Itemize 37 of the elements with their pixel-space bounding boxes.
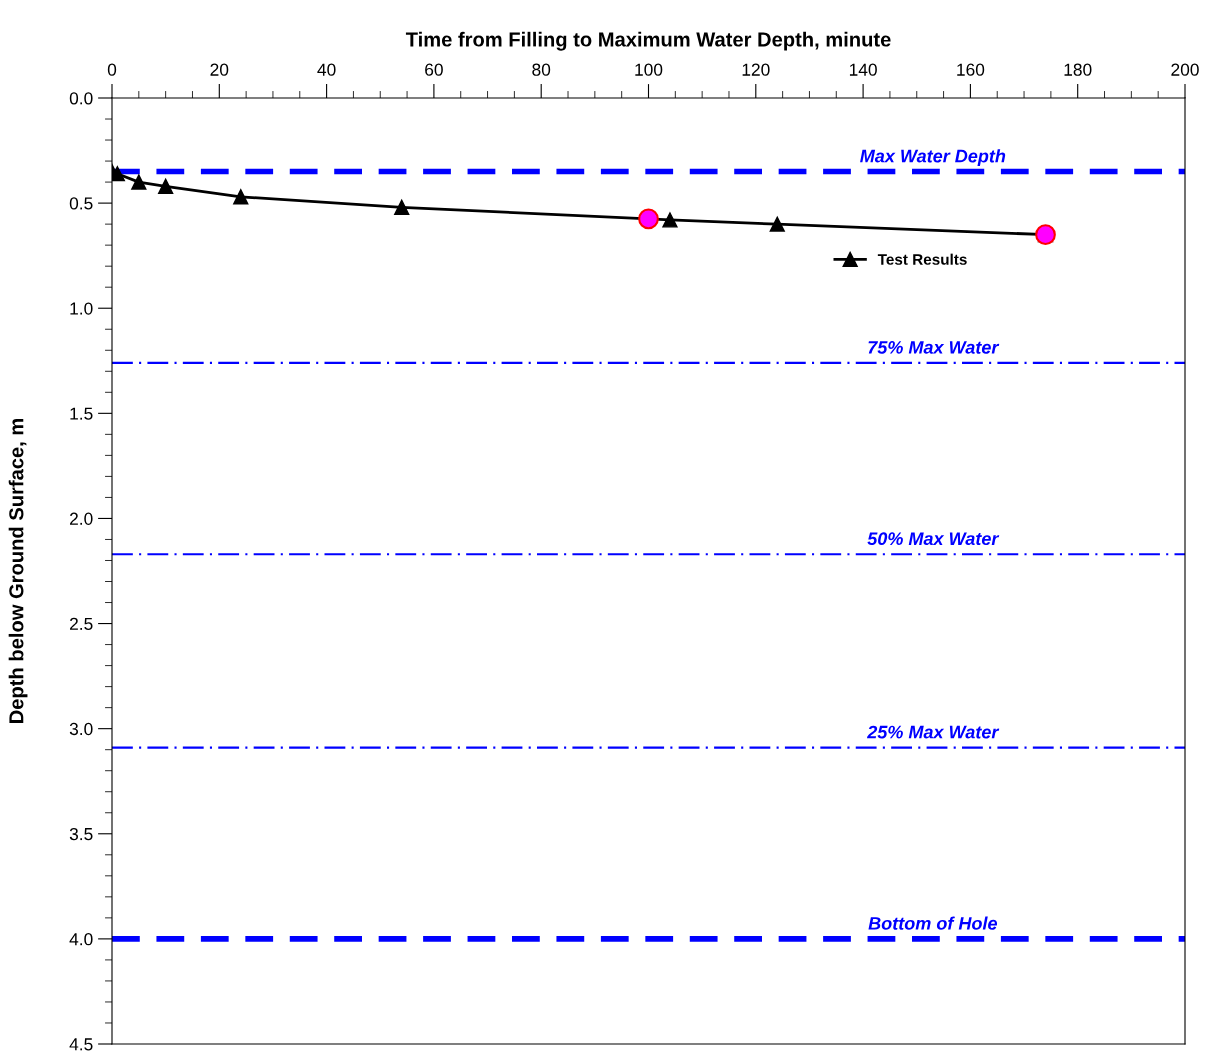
y-tick-label: 0.0 [69, 92, 93, 105]
y-tick-label: 2.0 [69, 512, 93, 525]
y-tick-label: 4.0 [69, 933, 93, 946]
ref-line-label: Bottom of Hole [868, 916, 998, 930]
x-tick-label: 20 [210, 63, 229, 76]
x-tick-label: 100 [635, 63, 663, 76]
point [158, 178, 174, 194]
y-tick-label: 1.5 [70, 407, 93, 420]
ref-line-label: Max Water Depth [860, 149, 1006, 167]
point [131, 174, 147, 190]
x-tick-label: 180 [1064, 63, 1092, 76]
y-tick-label: 2.5 [69, 617, 93, 631]
y-axis-title: Depth below Ground Surface, m [8, 418, 28, 723]
y-tick-label: 1.0 [70, 302, 93, 315]
x-tick-label: 140 [849, 63, 877, 76]
y-tick-label: 4.5 [69, 1038, 93, 1051]
y-tick-label: 3.5 [69, 827, 93, 841]
x-tick-label: 60 [425, 63, 443, 76]
point [394, 199, 410, 215]
legend-label: Test Results [877, 253, 967, 265]
ref-line-label: 50% Max Water [867, 532, 1000, 546]
point [233, 189, 249, 205]
x-tick-label: 40 [317, 63, 336, 76]
x-tick-label: 120 [742, 63, 770, 76]
point [112, 166, 126, 182]
point [638, 208, 659, 230]
x-tick-label: 200 [1171, 63, 1199, 76]
x-tick-label: 80 [532, 63, 551, 76]
y-tick-label: 0.5 [69, 197, 93, 210]
x-tick-label: 160 [957, 63, 985, 76]
x-tick-label: 0 [107, 63, 117, 76]
point [769, 216, 785, 232]
ref-line-label: 25% Max Water [866, 725, 1000, 739]
y-tick-label: 3.0 [69, 722, 93, 736]
point [662, 212, 678, 228]
ref-line-label: 75% Max Water [868, 341, 1000, 354]
x-axis-title: Time from Filling to Maximum Water Depth, minute [405, 31, 891, 51]
